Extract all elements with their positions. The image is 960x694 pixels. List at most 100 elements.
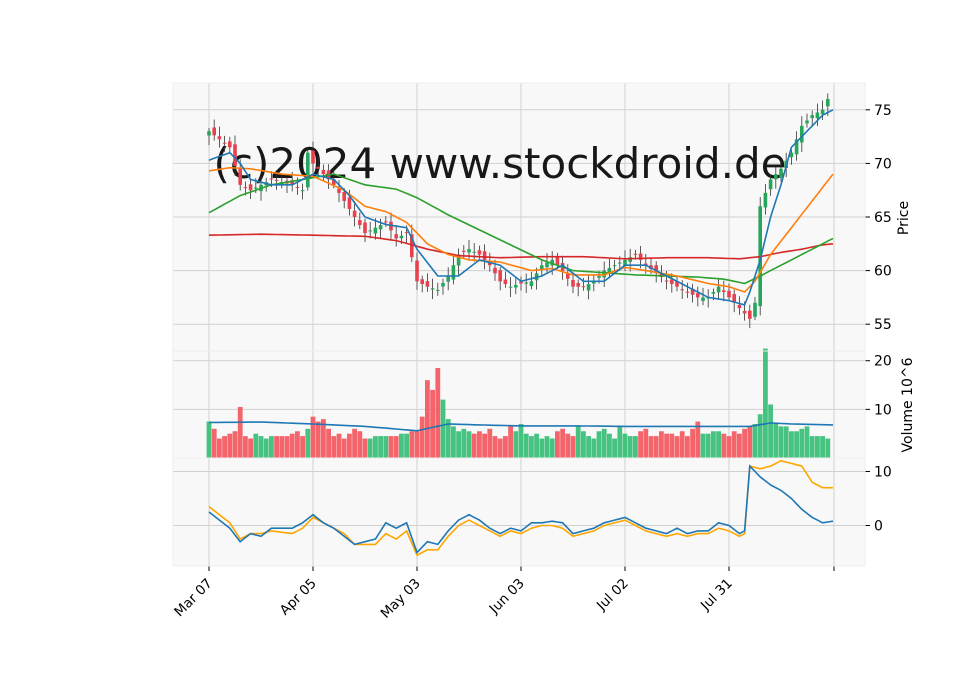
volume-bar	[393, 436, 399, 458]
candle	[815, 112, 820, 119]
volume-bar	[435, 368, 441, 458]
volume-bar	[549, 438, 555, 458]
volume-bar	[445, 419, 451, 458]
candle	[545, 262, 549, 268]
candle	[472, 251, 476, 253]
candle	[238, 168, 242, 185]
volume-bar	[534, 433, 539, 458]
candle	[430, 288, 435, 290]
price-axis-label: Price	[896, 201, 912, 235]
volume-bar	[820, 436, 825, 458]
candle	[488, 262, 492, 266]
volume-bar	[232, 431, 238, 458]
volume-bar	[274, 436, 279, 458]
candle	[763, 192, 768, 208]
volume-bar	[347, 433, 352, 458]
volume-bar	[674, 436, 680, 458]
volume-bar	[284, 436, 290, 458]
x-tick-label: May 03	[378, 576, 424, 622]
volume-bar	[731, 431, 737, 458]
volume-bar	[237, 406, 243, 458]
candle	[753, 302, 757, 317]
volume-bar	[206, 421, 212, 458]
candle	[477, 250, 482, 255]
candle	[384, 221, 388, 223]
volume-bar	[518, 423, 524, 458]
candle	[378, 225, 383, 230]
volume-bar	[258, 436, 264, 458]
volume-bar	[477, 431, 482, 458]
volume-bar	[222, 436, 227, 458]
candle	[576, 283, 580, 287]
candle	[592, 281, 596, 284]
candle	[514, 285, 518, 288]
volume-bar	[581, 431, 586, 458]
volume-bar	[482, 433, 487, 458]
volume-y-tick-label: 10	[874, 402, 892, 418]
volume-bar	[289, 433, 295, 458]
volume-bar	[529, 436, 534, 458]
volume-bar	[659, 431, 664, 458]
volume-bar	[783, 426, 789, 458]
volume-bar	[815, 436, 820, 458]
ma-long-line	[208, 173, 834, 285]
price-y-tick-label: 70	[874, 156, 892, 172]
volume-bar	[497, 438, 503, 458]
volume-bar	[768, 404, 773, 458]
volume-bar	[503, 436, 508, 458]
candle	[685, 291, 690, 293]
volume-bar	[414, 431, 420, 458]
volume-bar	[352, 428, 357, 458]
volume-bar	[695, 421, 701, 458]
candle	[337, 188, 341, 193]
candle	[306, 152, 310, 188]
candle	[311, 150, 315, 164]
volume-bar	[716, 431, 721, 458]
volume-y-tick-label: 20	[874, 354, 892, 370]
candle	[690, 288, 695, 295]
price-y-tick-label: 60	[874, 264, 892, 280]
volume-bar	[217, 438, 222, 458]
candle	[321, 169, 326, 175]
candle	[493, 267, 497, 274]
volume-bar	[690, 428, 695, 458]
oscillator-frame	[172, 457, 866, 567]
candle	[805, 120, 809, 124]
candle	[701, 297, 705, 301]
candle	[436, 289, 440, 291]
volume-bar	[627, 436, 633, 458]
candle	[243, 187, 248, 189]
candle	[373, 227, 378, 234]
x-tick-label: Jul 31	[697, 576, 736, 615]
candle	[607, 267, 612, 274]
candle	[228, 141, 232, 148]
volume-bar	[575, 426, 581, 458]
candle	[295, 187, 300, 189]
volume-bar	[643, 428, 649, 458]
volume-bar	[555, 431, 560, 458]
volume-bar	[383, 436, 389, 458]
volume-bar	[804, 426, 810, 458]
candle	[581, 286, 586, 288]
candle	[300, 190, 305, 192]
candle	[586, 284, 591, 291]
volume-bar	[513, 431, 519, 458]
candle	[233, 144, 237, 167]
candle	[768, 179, 773, 190]
candle	[664, 280, 669, 282]
candle	[508, 286, 513, 288]
candle	[800, 125, 804, 143]
candle	[826, 99, 830, 107]
ma-short-line	[208, 109, 834, 306]
volume-bar	[451, 426, 456, 458]
candle	[654, 265, 658, 273]
candle	[722, 290, 726, 293]
volume-bar	[612, 438, 617, 458]
volume-bar	[466, 431, 472, 458]
candle	[810, 115, 814, 119]
volume-bar	[373, 436, 378, 458]
candle	[467, 249, 471, 253]
candle	[332, 179, 336, 185]
volume-bar	[300, 436, 305, 458]
volume-bar	[341, 438, 347, 458]
